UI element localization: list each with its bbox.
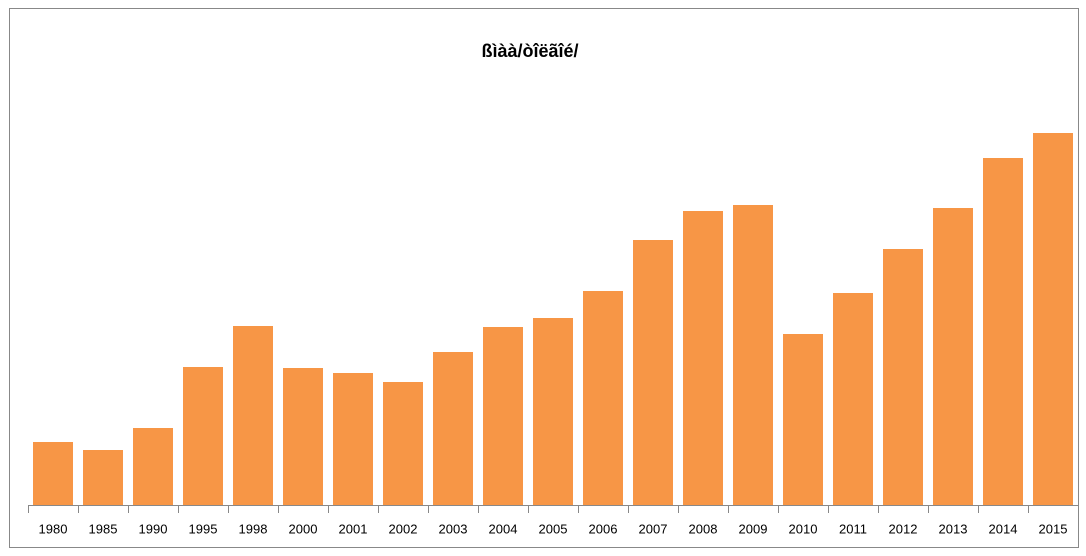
x-tick-label: 2015 — [1039, 521, 1068, 536]
x-tick-label: 2002 — [389, 521, 418, 536]
x-tick-label: 2009 — [739, 521, 768, 536]
x-tick-label: 1980 — [39, 521, 68, 536]
bar — [983, 158, 1023, 505]
bar — [933, 208, 973, 505]
bar — [833, 293, 873, 505]
bar — [333, 373, 373, 505]
bar — [33, 442, 73, 505]
bar — [683, 211, 723, 505]
x-tick-label: 2008 — [689, 521, 718, 536]
x-tick-label: 2012 — [889, 521, 918, 536]
x-tick-label: 2011 — [839, 521, 867, 536]
bar — [383, 382, 423, 505]
x-tick-label: 1985 — [89, 521, 118, 536]
x-tick-label: 2000 — [289, 521, 318, 536]
bar — [133, 428, 173, 505]
bar — [733, 205, 773, 505]
x-tick-label: 2007 — [639, 521, 668, 536]
x-tick-label: 1990 — [139, 521, 168, 536]
bar — [783, 334, 823, 505]
bar — [883, 249, 923, 505]
x-tick-label: 1998 — [239, 521, 268, 536]
bar — [283, 368, 323, 505]
x-tick-label: 2014 — [989, 521, 1018, 536]
bar — [83, 450, 123, 505]
bar — [183, 367, 223, 505]
bar — [433, 352, 473, 505]
x-tick-label: 2003 — [439, 521, 468, 536]
chart-title: ßìàà/òîëãîé/ — [481, 41, 578, 61]
x-tick-label: 1995 — [189, 521, 218, 536]
x-tick-label: 2004 — [489, 521, 518, 536]
x-tick-label: 2001 — [339, 521, 368, 536]
bar — [583, 291, 623, 505]
bar — [233, 326, 273, 505]
bar — [1033, 133, 1073, 505]
x-tick-label: 2013 — [939, 521, 968, 536]
x-tick-label: 2010 — [789, 521, 818, 536]
x-tick-label: 2005 — [539, 521, 568, 536]
bar — [533, 318, 573, 505]
bar — [483, 327, 523, 505]
bar — [633, 240, 673, 505]
x-tick-label: 2006 — [589, 521, 618, 536]
